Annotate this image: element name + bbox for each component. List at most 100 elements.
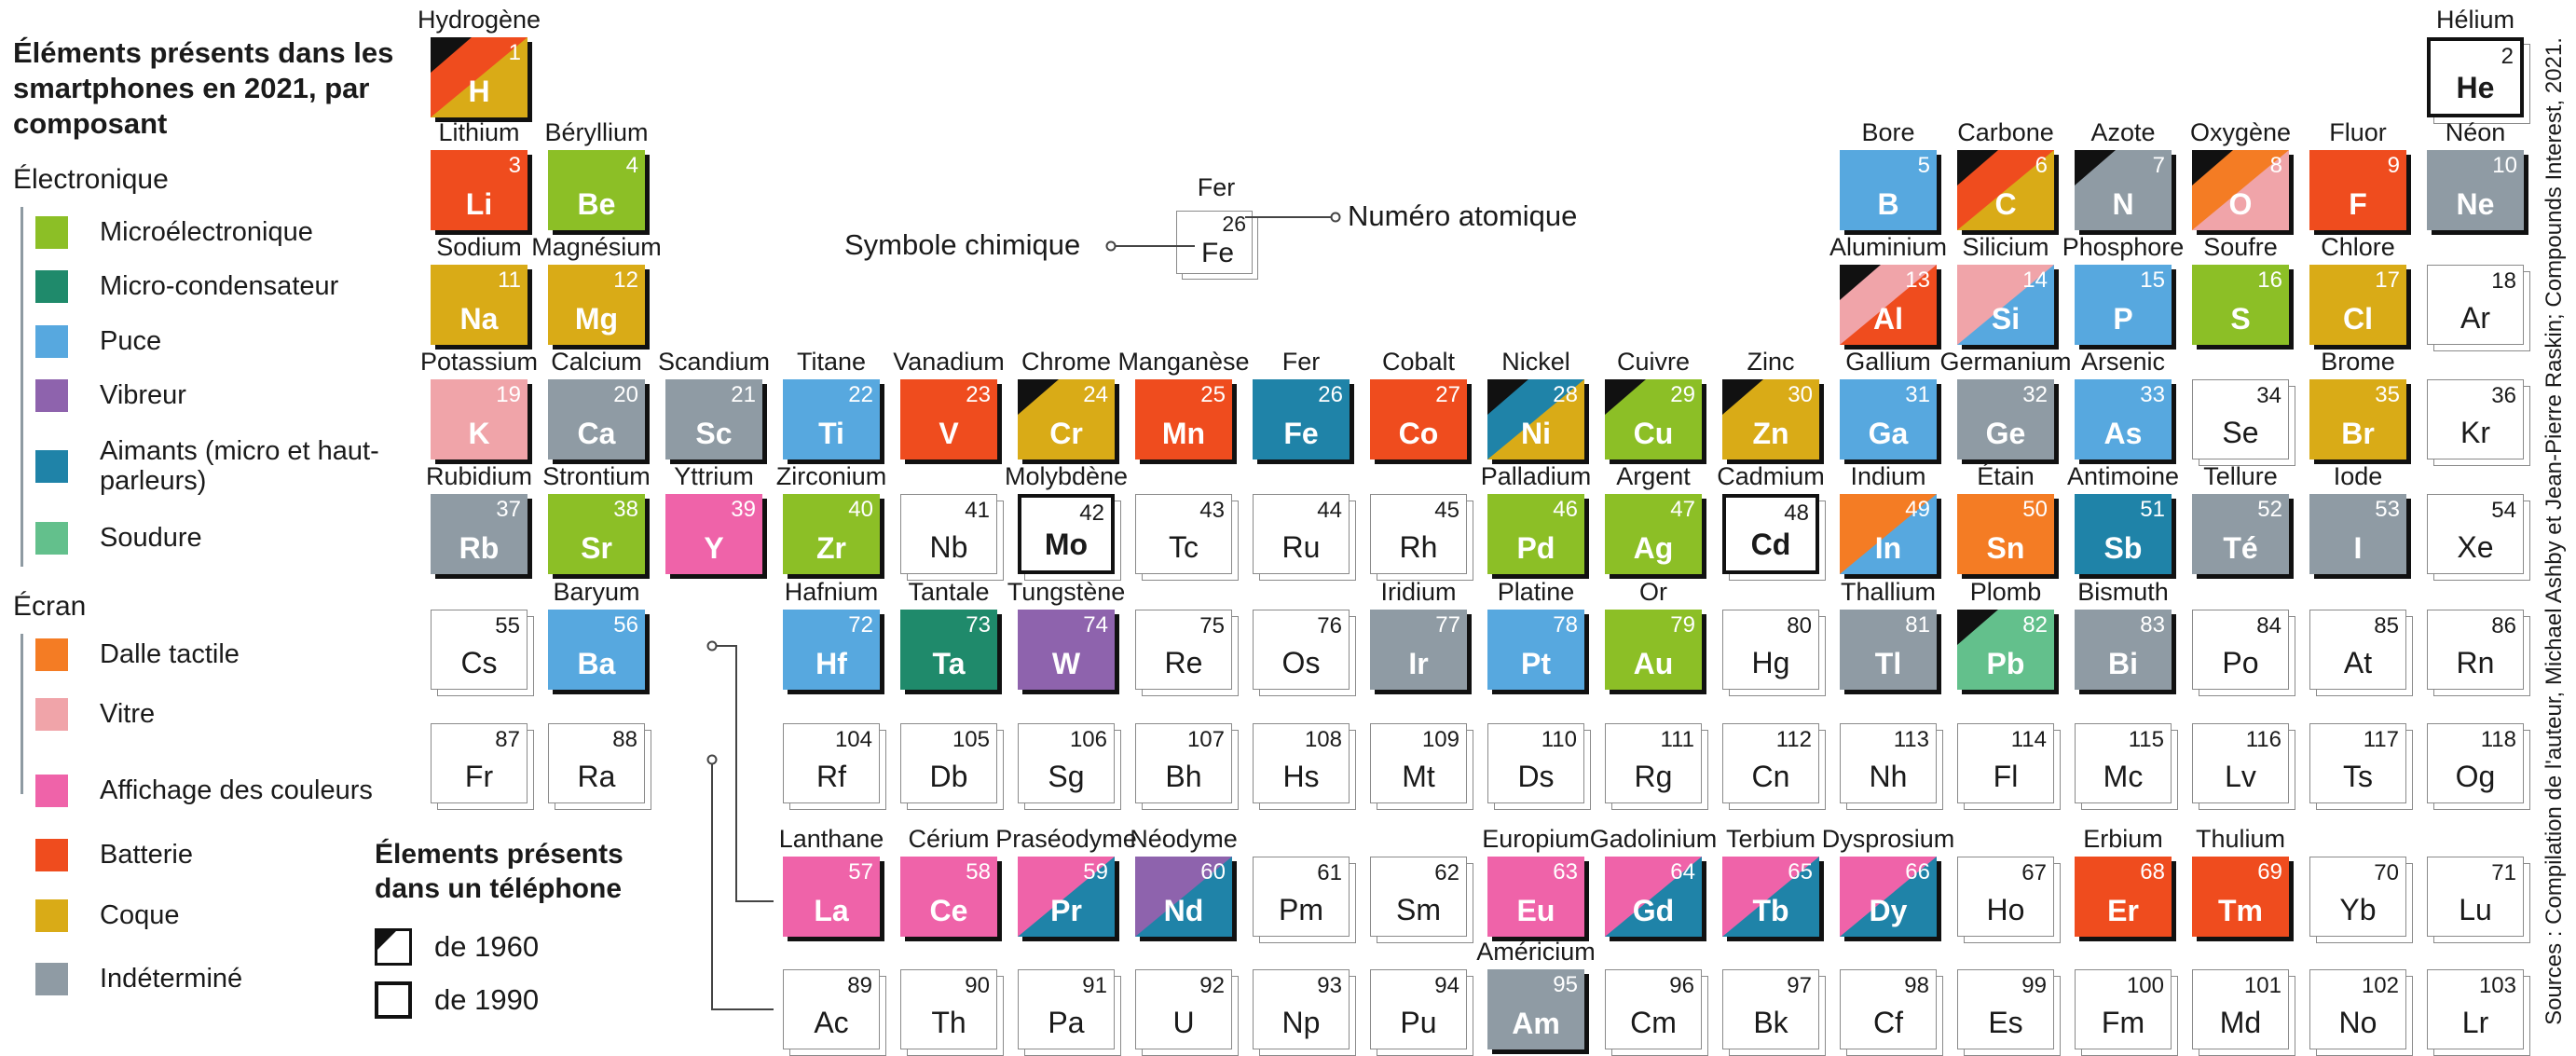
atomic-number: 74 [1083,612,1108,638]
element-ba: 56 Ba [548,610,645,690]
element-name: Hydrogène [417,6,541,34]
atomic-number: 30 [1788,382,1813,407]
element-sc: 21 Sc [665,379,762,459]
element-tc: 43 Tc [1135,494,1239,581]
element-symbol: Hs [1282,760,1320,793]
element-symbol: Es [1988,1006,2023,1039]
atomic-number: 102 [2361,973,2399,998]
element-symbol: Li [465,187,493,221]
element-co: 27 Co [1370,379,1467,459]
legend-label-aff: Affichage des couleurs [100,775,373,805]
atomic-number: 89 [847,973,872,998]
element-pt: 78 Pt [1487,610,1584,690]
legend-item-dalle: Dalle tactile [35,636,240,673]
legend-item-indet: Indéterminé [35,960,242,997]
element-symbol: Si [1991,302,2021,336]
atomic-number: 27 [1435,382,1460,407]
atomic-number: 8 [2269,153,2282,178]
element-db: 105 Db [900,723,1004,810]
element-symbol: Br [2341,417,2375,450]
atomic-number: 110 [1541,727,1577,752]
phone-key-1960: de 1960 [375,926,539,968]
legend-item-aff: Affichage des couleurs [35,753,379,828]
element-name: Aluminium [1829,233,1948,261]
atomic-number: 69 [2257,859,2282,885]
atomic-number: 24 [1083,382,1108,407]
element-cm: 96 Cm [1605,969,1708,1056]
atomic-number: 11 [498,267,521,293]
element-symbol: Mc [2103,760,2144,793]
element-name: Hélium [2435,6,2515,34]
element-p: 15 P [2075,265,2172,345]
element-name: Bore [1861,118,1915,146]
atomic-number: 9 [2387,153,2400,178]
element-symbol: Lr [2461,1006,2489,1039]
element-symbol: Hg [1751,646,1790,679]
element-cn: 112 Cn [1722,723,1826,810]
element-rb: 37 Rb [431,494,528,574]
element-symbol: Pr [1050,894,1082,927]
element-sn: 50 Sn [1957,494,2054,574]
atomic-number: 31 [1905,382,1930,407]
element-name: Carbone [1957,118,2054,146]
element-symbol: Tc [1169,530,1199,564]
element-tb: 65 Tb [1722,857,1819,937]
atomic-number: 87 [495,727,520,752]
element-pr: 59 Pr [1018,857,1115,937]
legend-swatch-dalle [35,638,68,671]
element-i: 53 I [2309,494,2406,574]
atomic-number: 95 [1553,972,1578,997]
element-mn: 25 Mn [1135,379,1232,459]
element-po: 84 Po [2192,610,2295,696]
legend-section-screen: Écran [13,591,87,622]
element-mo: 42 Mo [1018,494,1121,581]
element-rg: 111 Rg [1605,723,1708,810]
atomic-number: 78 [1553,612,1578,638]
element-symbol: Sn [1986,531,2025,565]
atomic-number: 86 [2491,613,2516,638]
element-pb: 82 Pb [1957,610,2054,690]
element-v: 23 V [900,379,997,459]
element-symbol: Nd [1163,894,1204,927]
element-symbol: Rb [459,531,500,565]
atomic-number: 111 [1660,727,1694,752]
element-symbol: Sb [2103,531,2143,565]
element-symbol: Rn [2456,646,2495,679]
atomic-number: 113 [1893,727,1929,752]
element-pd: 46 Pd [1487,494,1584,574]
atomic-number: 53 [2375,497,2400,522]
element-sm: 62 Sm [1370,857,1473,943]
atomic-number: 79 [1670,612,1695,638]
element-symbol: Tm [2218,894,2263,927]
atomic-number: 98 [1904,973,1929,998]
phone-key-1990: de 1990 [375,979,539,1022]
atomic-number: 97 [1787,973,1812,998]
legend-swatch-soud [35,521,68,555]
atomic-number: 70 [2374,860,2399,885]
element-name: Bismuth [2077,578,2169,606]
atomic-number: 65 [1788,859,1813,885]
legend-label-cond: Micro-condensateur [100,271,339,301]
element-symbol: Té [2223,531,2258,565]
element-name: Or [1639,578,1667,606]
element-symbol: Mo [1044,528,1089,561]
element-sg: 106 Sg [1018,723,1121,810]
atomic-number: 40 [848,497,873,522]
atomic-number: 94 [1434,973,1459,998]
legend-item-batt: Batterie [35,836,193,873]
element-y: 39 Y [665,494,762,574]
element-symbol: Ga [1868,417,1909,450]
element-dy: 66 Dy [1840,857,1937,937]
atomic-number: 82 [2022,612,2048,638]
element-symbol: Fm [2101,1006,2145,1039]
element-name: Tantale [908,578,990,606]
element-name: Erbium [2083,825,2163,853]
element-symbol: N [2112,187,2134,221]
element-name: Chlore [2321,233,2395,261]
element-name: Cadmium [1717,462,1825,490]
element-ar: 18 Ar [2427,265,2530,351]
element-ca: 20 Ca [548,379,645,459]
element-ni: 28 Ni [1487,379,1584,459]
element-he: 2 He [2427,37,2530,124]
